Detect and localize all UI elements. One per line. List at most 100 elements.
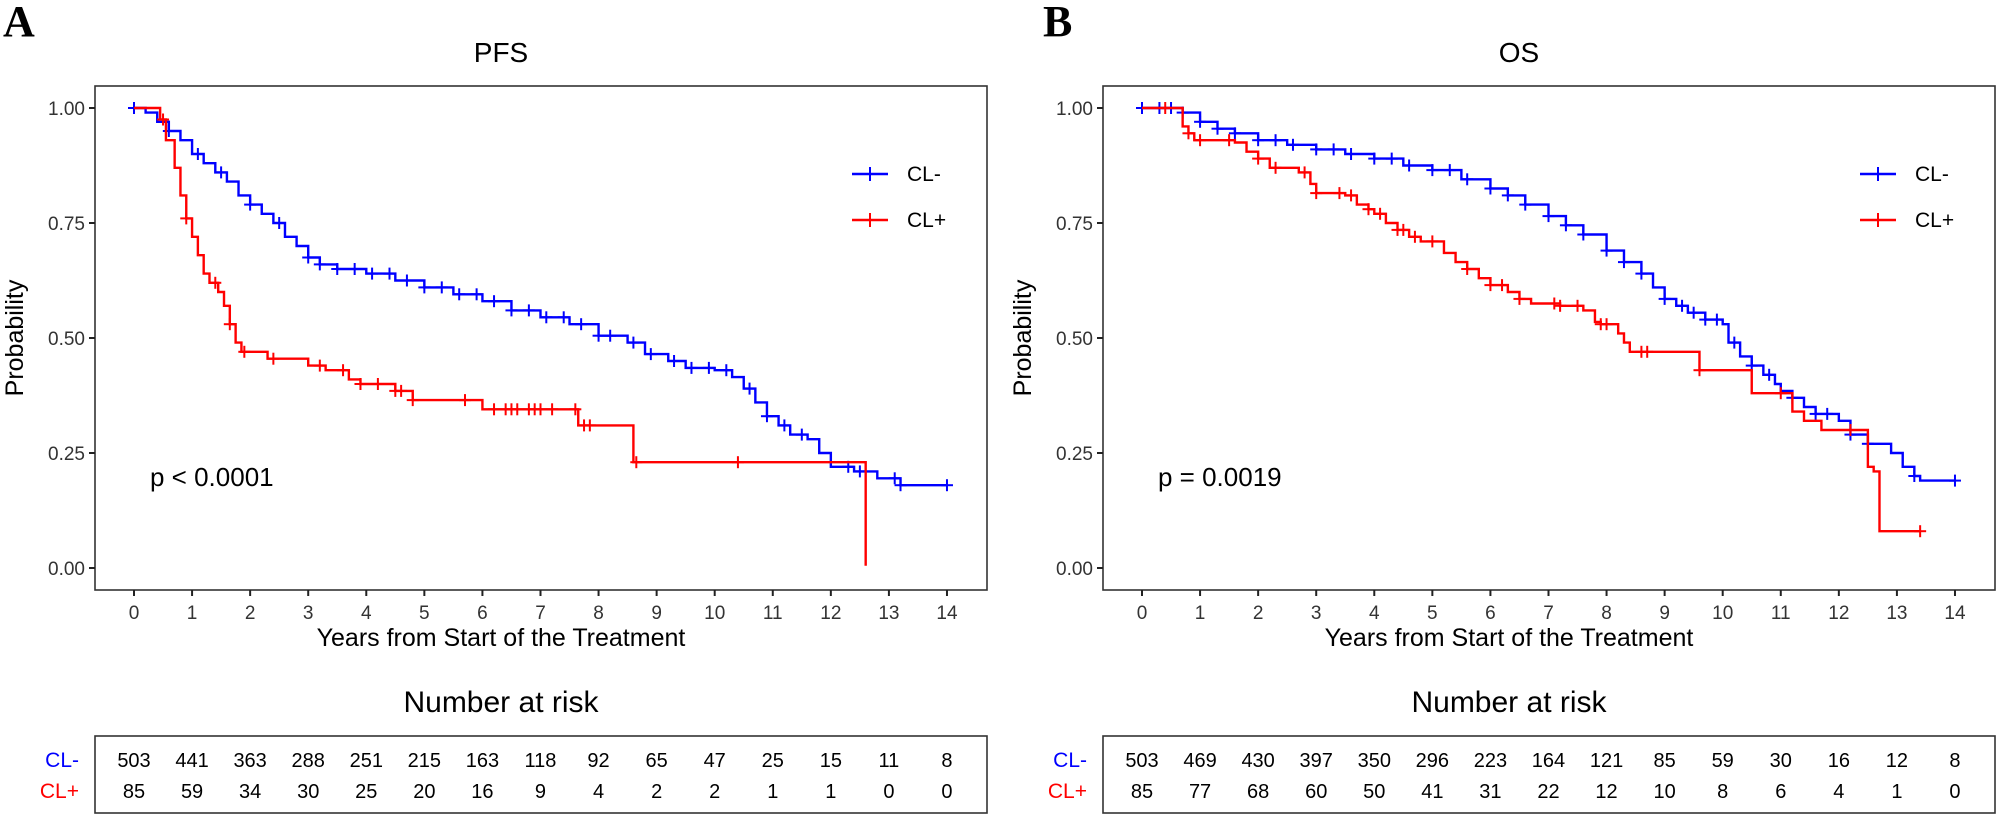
risk-cell: 215 bbox=[408, 750, 441, 772]
risk-cell: 8 bbox=[941, 750, 952, 772]
risk-cell: 41 bbox=[1421, 781, 1443, 803]
risk-cell: 65 bbox=[646, 750, 668, 772]
risk-cell: 2 bbox=[709, 781, 720, 803]
x-tick-label: 13 bbox=[878, 603, 899, 624]
x-tick-label: 7 bbox=[535, 603, 546, 624]
y-tick-label: 0.25 bbox=[1056, 444, 1093, 465]
risk-cell: 25 bbox=[355, 781, 377, 803]
x-tick-label: 14 bbox=[936, 603, 958, 624]
risk-cell: 288 bbox=[292, 750, 325, 772]
y-tick-label: 1.00 bbox=[1056, 99, 1093, 120]
y-tick-label: 1.00 bbox=[48, 99, 85, 120]
risk-cell: 251 bbox=[350, 750, 383, 772]
risk-cell: 60 bbox=[1305, 781, 1327, 803]
risk-cell: 59 bbox=[1712, 750, 1734, 772]
series-cl-minus bbox=[1136, 102, 1961, 487]
risk-cell: 30 bbox=[1770, 750, 1792, 772]
risk-cell: 11 bbox=[879, 750, 900, 772]
risk-row-label: CL- bbox=[1053, 749, 1087, 772]
risk-cell: 22 bbox=[1537, 781, 1559, 803]
risk-cell: 121 bbox=[1590, 750, 1623, 772]
y-tick-label: 0.25 bbox=[48, 444, 85, 465]
risk-cell: 1 bbox=[1891, 781, 1902, 803]
risk-cell: 397 bbox=[1300, 750, 1333, 772]
risk-cell: 8 bbox=[1949, 750, 1960, 772]
risk-cell: 16 bbox=[471, 781, 493, 803]
legend-label: CL- bbox=[1915, 163, 1949, 186]
y-axis-title: Probability bbox=[1, 279, 29, 396]
risk-cell: 223 bbox=[1474, 750, 1507, 772]
risk-row-label: CL+ bbox=[1048, 780, 1087, 803]
risk-table-title: Number at risk bbox=[403, 686, 599, 719]
risk-cell: 503 bbox=[1125, 750, 1158, 772]
risk-row-label: CL- bbox=[45, 749, 79, 772]
risk-cell: 9 bbox=[535, 781, 546, 803]
p-value: p = 0.0019 bbox=[1158, 462, 1282, 492]
risk-cell: 0 bbox=[1949, 781, 1960, 803]
x-tick-label: 3 bbox=[1311, 603, 1322, 624]
risk-cell: 469 bbox=[1183, 750, 1216, 772]
risk-cell: 30 bbox=[297, 781, 319, 803]
y-tick-label: 0.75 bbox=[1056, 214, 1093, 235]
x-tick-label: 1 bbox=[187, 603, 198, 624]
x-tick-label: 3 bbox=[303, 603, 314, 624]
risk-cell: 85 bbox=[1131, 781, 1153, 803]
risk-cell: 85 bbox=[123, 781, 145, 803]
x-tick-label: 7 bbox=[1543, 603, 1554, 624]
legend: CL- CL+ bbox=[1860, 163, 1954, 232]
risk-cell: 85 bbox=[1654, 750, 1676, 772]
x-tick-label: 4 bbox=[1369, 603, 1380, 624]
risk-cell: 0 bbox=[941, 781, 952, 803]
risk-cell: 118 bbox=[525, 750, 557, 772]
panel-letter: A bbox=[3, 0, 35, 46]
risk-cell: 15 bbox=[820, 750, 842, 772]
risk-cell: 296 bbox=[1416, 750, 1449, 772]
x-tick-label: 5 bbox=[1427, 603, 1438, 624]
risk-cell: 163 bbox=[466, 750, 499, 772]
risk-cell: 363 bbox=[233, 750, 266, 772]
series-cl-plus bbox=[134, 106, 867, 566]
x-tick-label: 9 bbox=[651, 603, 662, 624]
survival-curve bbox=[1142, 106, 1955, 482]
x-axis-title: Years from Start of the Treatment bbox=[1325, 624, 1694, 652]
y-axis-title: Probability bbox=[1009, 279, 1037, 396]
legend: CL- CL+ bbox=[852, 163, 946, 232]
risk-cell: 350 bbox=[1358, 750, 1391, 772]
y-tick-label: 0.00 bbox=[1056, 559, 1093, 580]
x-axis-title: Years from Start of the Treatment bbox=[317, 624, 686, 652]
x-tick-label: 2 bbox=[245, 603, 256, 624]
x-tick-label: 6 bbox=[477, 603, 488, 624]
risk-cell: 16 bbox=[1828, 750, 1850, 772]
risk-cell: 6 bbox=[1775, 781, 1786, 803]
risk-cell: 31 bbox=[1479, 781, 1501, 803]
risk-cell: 1 bbox=[825, 781, 836, 803]
x-tick-label: 10 bbox=[704, 603, 725, 624]
risk-cell: 1 bbox=[767, 781, 778, 803]
x-tick-label: 12 bbox=[1828, 603, 1849, 624]
x-tick-label: 4 bbox=[361, 603, 372, 624]
legend-label: CL+ bbox=[1915, 209, 1954, 232]
series-cl-plus bbox=[1142, 102, 1927, 538]
risk-table-frame bbox=[94, 735, 988, 814]
x-tick-label: 12 bbox=[820, 603, 841, 624]
x-tick-label: 0 bbox=[1137, 603, 1148, 624]
x-tick-label: 10 bbox=[1712, 603, 1733, 624]
risk-cell: 47 bbox=[704, 750, 726, 772]
risk-cell: 441 bbox=[175, 750, 208, 772]
x-tick-label: 11 bbox=[1771, 603, 1791, 624]
x-tick-label: 2 bbox=[1253, 603, 1264, 624]
y-tick-label: 0.50 bbox=[1056, 329, 1093, 350]
panel-letter: B bbox=[1043, 0, 1072, 46]
series-cl-minus bbox=[128, 102, 953, 492]
survival-curve bbox=[134, 106, 947, 487]
risk-cell: 4 bbox=[1833, 781, 1844, 803]
risk-cell: 10 bbox=[1654, 781, 1676, 803]
risk-cell: 68 bbox=[1247, 781, 1269, 803]
risk-cell: 12 bbox=[1595, 781, 1617, 803]
legend-label: CL- bbox=[907, 163, 941, 186]
x-tick-label: 1 bbox=[1195, 603, 1206, 624]
risk-cell: 20 bbox=[413, 781, 435, 803]
risk-cell: 77 bbox=[1189, 781, 1211, 803]
